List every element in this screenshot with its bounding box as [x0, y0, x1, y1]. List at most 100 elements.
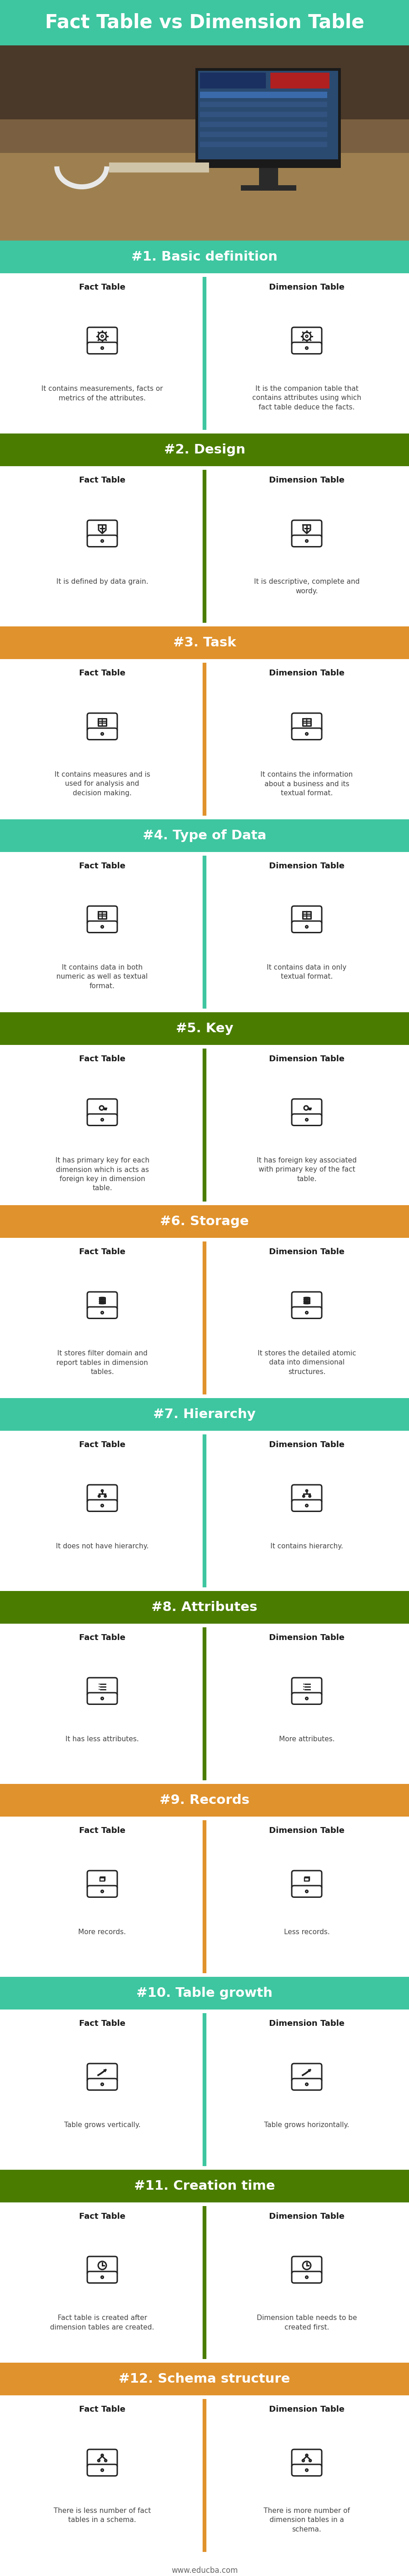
Text: Dimension Table: Dimension Table: [269, 1633, 344, 1641]
Bar: [0, 466, 409, 626]
Bar: [0, 433, 409, 466]
Bar: [305, 1878, 309, 1880]
Bar: [259, 167, 278, 185]
Text: It contains hierarchy.: It contains hierarchy.: [270, 1543, 343, 1551]
Text: Dimension Table: Dimension Table: [269, 283, 344, 291]
Text: #8. Attributes: #8. Attributes: [151, 1600, 258, 1613]
Text: It contains data in both
numeric as well as textual
format.: It contains data in both numeric as well…: [56, 963, 148, 989]
Text: Table grows vertically.: Table grows vertically.: [64, 2123, 141, 2128]
Bar: [0, 1046, 409, 1206]
Text: Table grows horizontally.: Table grows horizontally.: [264, 2123, 349, 2128]
Text: It contains measures and is
used for analysis and
decision making.: It contains measures and is used for ana…: [54, 770, 150, 796]
Text: Fact Table: Fact Table: [79, 283, 126, 291]
FancyBboxPatch shape: [87, 520, 117, 538]
FancyBboxPatch shape: [292, 327, 322, 345]
FancyBboxPatch shape: [292, 714, 322, 732]
FancyBboxPatch shape: [87, 1113, 117, 1126]
Bar: [0, 2555, 409, 2576]
Text: #2. Design: #2. Design: [164, 443, 245, 456]
Text: #5. Key: #5. Key: [176, 1023, 233, 1036]
FancyBboxPatch shape: [87, 907, 117, 925]
Bar: [0, 2396, 409, 2555]
Text: Dimension Table: Dimension Table: [269, 1056, 344, 1064]
Bar: [0, 152, 409, 240]
FancyBboxPatch shape: [292, 2257, 322, 2275]
FancyBboxPatch shape: [87, 2257, 117, 2275]
Text: Fact Table: Fact Table: [79, 2213, 126, 2221]
Text: Fact Table: Fact Table: [79, 477, 126, 484]
FancyBboxPatch shape: [292, 1293, 322, 1311]
Text: It contains the information
about a business and its
textual format.: It contains the information about a busi…: [261, 770, 353, 796]
Bar: [0, 2169, 409, 2202]
Text: Dimension Table: Dimension Table: [269, 670, 344, 677]
Bar: [270, 72, 330, 88]
Text: Fact Table: Fact Table: [79, 863, 126, 871]
Bar: [0, 0, 409, 46]
Bar: [109, 162, 209, 173]
FancyBboxPatch shape: [292, 1484, 322, 1504]
FancyBboxPatch shape: [87, 536, 117, 546]
FancyBboxPatch shape: [87, 729, 117, 739]
Text: #1. Basic definition: #1. Basic definition: [131, 250, 278, 263]
Text: Fact Table vs Dimension Table: Fact Table vs Dimension Table: [45, 13, 364, 33]
Bar: [198, 70, 338, 160]
FancyBboxPatch shape: [292, 2063, 322, 2081]
Bar: [0, 626, 409, 659]
Text: Fact Table: Fact Table: [79, 2020, 126, 2027]
FancyBboxPatch shape: [87, 2063, 117, 2081]
Bar: [0, 1785, 409, 1816]
Text: Fact Table: Fact Table: [79, 2406, 126, 2414]
Text: #10. Table growth: #10. Table growth: [137, 1986, 272, 1999]
FancyBboxPatch shape: [87, 922, 117, 933]
FancyBboxPatch shape: [292, 2450, 322, 2468]
FancyBboxPatch shape: [292, 343, 322, 353]
FancyBboxPatch shape: [87, 2465, 117, 2476]
FancyBboxPatch shape: [292, 2079, 322, 2089]
Bar: [100, 1878, 104, 1880]
FancyBboxPatch shape: [87, 1886, 117, 1896]
Bar: [0, 2362, 409, 2396]
Text: #9. Records: #9. Records: [160, 1793, 249, 1806]
Bar: [305, 1878, 309, 1880]
FancyBboxPatch shape: [292, 907, 322, 925]
FancyBboxPatch shape: [292, 1886, 322, 1896]
FancyBboxPatch shape: [87, 2450, 117, 2468]
FancyBboxPatch shape: [87, 1692, 117, 1705]
Text: Dimension Table: Dimension Table: [269, 2213, 344, 2221]
Bar: [0, 1430, 409, 1592]
FancyBboxPatch shape: [87, 714, 117, 732]
FancyBboxPatch shape: [87, 1499, 117, 1512]
Text: It is the companion table that
contains attributes using which
fact table deduce: It is the companion table that contains …: [252, 386, 361, 410]
Text: It stores the detailed atomic
data into dimensional
structures.: It stores the detailed atomic data into …: [258, 1350, 356, 1376]
Text: It contains measurements, facts or
metrics of the attributes.: It contains measurements, facts or metri…: [41, 386, 163, 402]
FancyBboxPatch shape: [292, 1677, 322, 1695]
Bar: [0, 273, 409, 433]
Text: Fact table is created after
dimension tables are created.: Fact table is created after dimension ta…: [50, 2316, 154, 2331]
FancyBboxPatch shape: [87, 1100, 117, 1118]
FancyBboxPatch shape: [292, 1499, 322, 1512]
Bar: [305, 1878, 309, 1880]
Bar: [200, 131, 327, 137]
Text: #4. Type of Data: #4. Type of Data: [143, 829, 266, 842]
Text: Dimension Table: Dimension Table: [269, 477, 344, 484]
Bar: [0, 819, 409, 853]
Text: Fact Table: Fact Table: [79, 1440, 126, 1448]
Bar: [0, 1976, 409, 2009]
Text: It is defined by data grain.: It is defined by data grain.: [56, 580, 148, 585]
FancyBboxPatch shape: [87, 343, 117, 353]
FancyBboxPatch shape: [87, 327, 117, 345]
Text: Dimension Table: Dimension Table: [269, 1826, 344, 1834]
FancyBboxPatch shape: [292, 729, 322, 739]
FancyBboxPatch shape: [292, 2272, 322, 2282]
Text: Less records.: Less records.: [284, 1929, 330, 1935]
Bar: [100, 1878, 105, 1880]
Text: #6. Storage: #6. Storage: [160, 1216, 249, 1229]
FancyBboxPatch shape: [87, 2079, 117, 2089]
Text: Fact Table: Fact Table: [79, 1247, 126, 1257]
Text: Dimension Table: Dimension Table: [269, 863, 344, 871]
Text: It contains data in only
textual format.: It contains data in only textual format.: [267, 963, 346, 981]
Text: #3. Task: #3. Task: [173, 636, 236, 649]
FancyBboxPatch shape: [292, 1113, 322, 1126]
FancyBboxPatch shape: [292, 520, 322, 538]
Text: Fact Table: Fact Table: [79, 1056, 126, 1064]
